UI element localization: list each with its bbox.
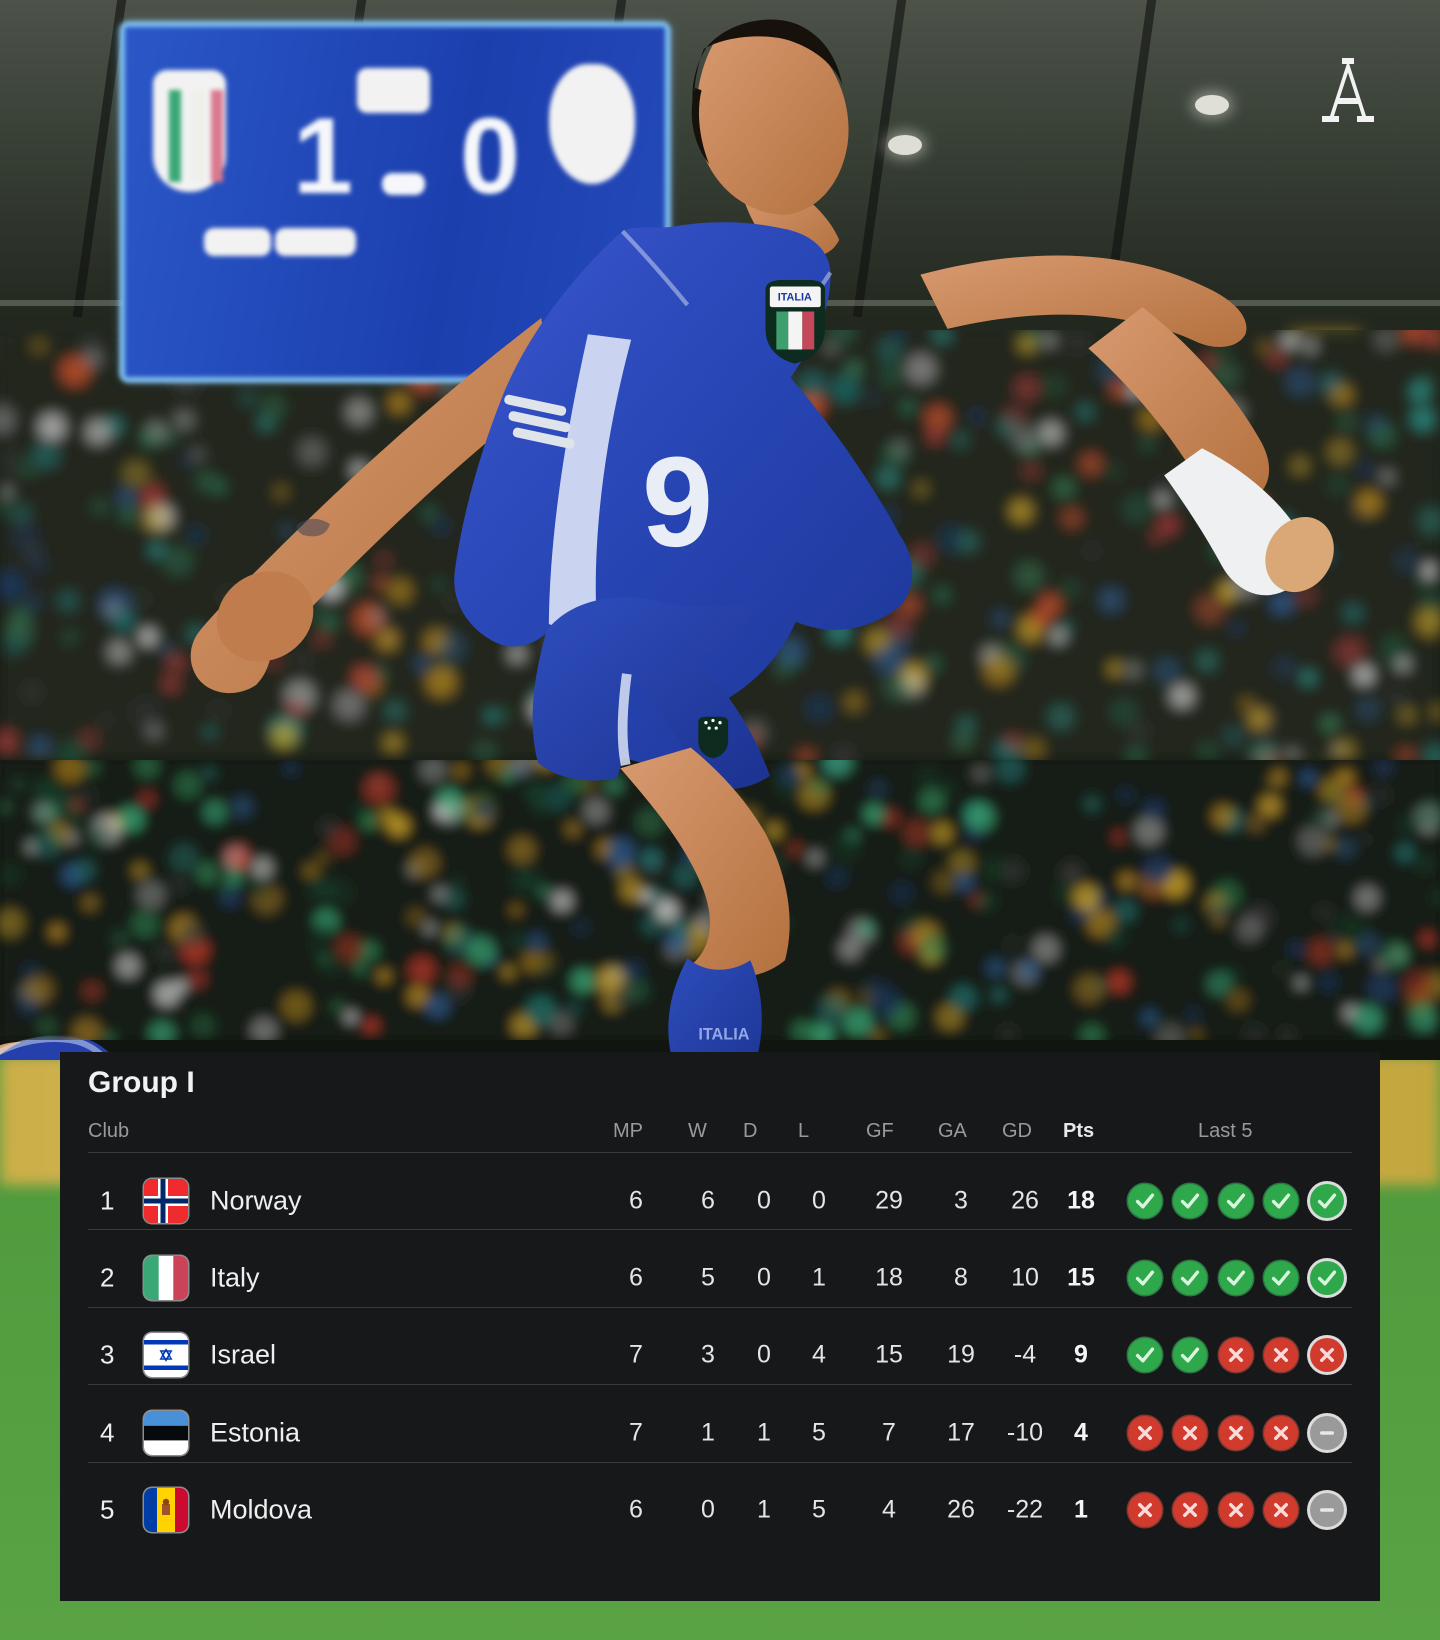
svg-text:ITALIA: ITALIA [698, 1025, 749, 1043]
svg-text:9: 9 [642, 431, 713, 574]
svg-text:ITALIA: ITALIA [778, 292, 812, 304]
